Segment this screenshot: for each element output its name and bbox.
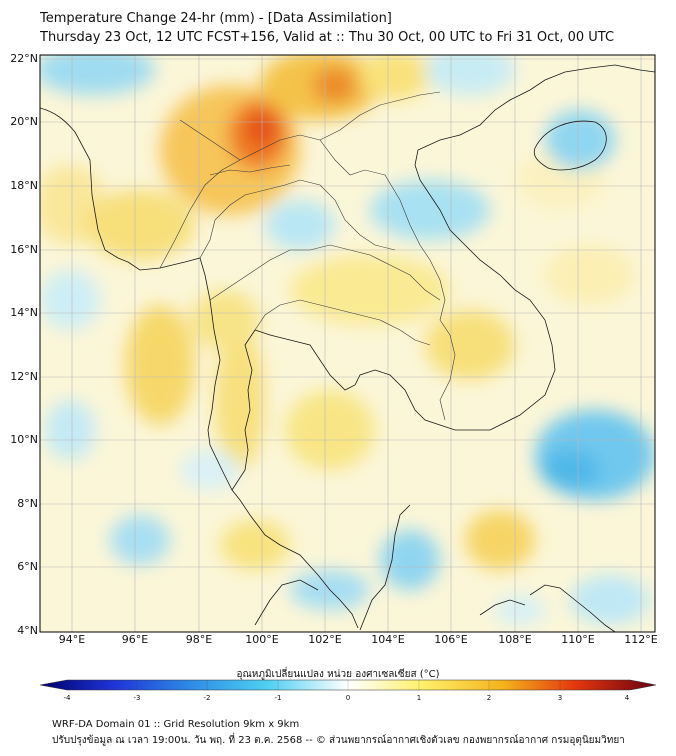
colorbar-tick: 4 <box>624 694 630 702</box>
lon-label: 112°E <box>624 633 658 646</box>
footer-credit: ปรับปรุงข้อมูล ณ เวลา 19:00น. วัน พฤ. ที… <box>52 735 625 746</box>
lat-label: 12°N <box>10 370 38 383</box>
footer-model-info: WRF-DA Domain 01 :: Grid Resolution 9km … <box>52 719 300 730</box>
lon-label: 108°E <box>498 633 532 646</box>
colorbar-title: อุณหภูมิเปลี่ยนแปลง หน่วย องศาเซลเซียส (… <box>236 669 440 680</box>
lon-label: 106°E <box>434 633 468 646</box>
lon-label: 98°E <box>185 633 213 646</box>
lat-label: 14°N <box>10 306 38 319</box>
lon-label: 110°E <box>561 633 595 646</box>
map-title: Temperature Change 24-hr (mm) - [Data As… <box>40 11 392 26</box>
grid-lines <box>40 55 655 632</box>
lat-label: 6°N <box>17 560 38 573</box>
lon-label: 96°E <box>121 633 149 646</box>
lat-label: 22°N <box>10 52 38 65</box>
colorbar-tick: 2 <box>486 694 492 702</box>
lat-label: 10°N <box>10 433 38 446</box>
lon-label: 104°E <box>371 633 405 646</box>
lon-label: 102°E <box>308 633 342 646</box>
colorbar-tick: -3 <box>133 694 141 702</box>
lat-label: 4°N <box>17 624 38 637</box>
country-borders <box>159 91 456 421</box>
map-subtitle: Thursday 23 Oct, 12 UTC FCST+156, Valid … <box>40 30 615 45</box>
lat-label: 18°N <box>10 179 38 192</box>
lon-label: 100°E <box>245 633 279 646</box>
colorbar-tick: -4 <box>63 694 71 702</box>
colorbar-tick: 0 <box>345 694 351 702</box>
lat-label: 8°N <box>17 497 38 510</box>
colorbar <box>39 679 657 691</box>
lat-label: 16°N <box>10 243 38 256</box>
temperature-field <box>40 55 655 632</box>
colorbar-tick: -2 <box>203 694 211 702</box>
map-frame <box>39 54 656 633</box>
lat-label: 20°N <box>10 115 38 128</box>
colorbar-tick: 1 <box>416 694 422 702</box>
lon-label: 94°E <box>58 633 86 646</box>
colorbar-tick: -1 <box>274 694 282 702</box>
colorbar-tick: 3 <box>557 694 563 702</box>
